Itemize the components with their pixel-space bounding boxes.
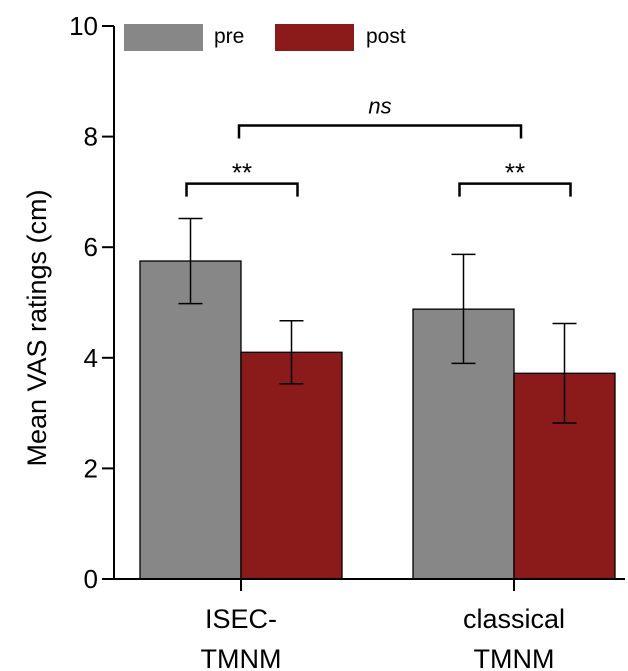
significance-bracket-2 xyxy=(237,124,523,139)
x-tick-label-0-1: TMNM xyxy=(201,644,282,671)
legend-label-pre: pre xyxy=(214,25,244,48)
bar-post-0 xyxy=(240,351,343,580)
y-axis-title: Mean VAS ratings (cm) xyxy=(22,189,52,466)
significance-label-2: ns xyxy=(368,94,391,119)
legend-swatch-pre xyxy=(124,24,203,51)
legend: pre post xyxy=(124,24,406,51)
axes-layer: 0 2 4 6 8 10 ISEC- TMNM classical TMNM xyxy=(69,11,625,671)
legend-swatch-post xyxy=(275,24,354,51)
significance-label-1: ** xyxy=(505,158,525,188)
x-tick-label-0-0: ISEC- xyxy=(205,604,277,634)
annotations-layer: ** ** ns xyxy=(185,94,572,197)
y-tick-label-10: 10 xyxy=(69,11,98,41)
y-tick-label-6: 6 xyxy=(84,232,98,262)
legend-label-post: post xyxy=(366,25,406,48)
significance-bracket-1 xyxy=(458,182,572,197)
y-tick-label-0: 0 xyxy=(84,564,98,594)
bars-layer xyxy=(139,217,616,580)
x-tick-label-1-1: TMNM xyxy=(474,644,555,671)
significance-label-0: ** xyxy=(232,158,252,188)
y-tick-label-8: 8 xyxy=(84,122,98,152)
y-tick-label-4: 4 xyxy=(84,343,98,373)
x-tick-label-1-0: classical xyxy=(463,604,565,634)
y-tick-label-2: 2 xyxy=(84,453,98,483)
bar-pre-0 xyxy=(139,260,242,580)
significance-bracket-0 xyxy=(185,182,299,197)
